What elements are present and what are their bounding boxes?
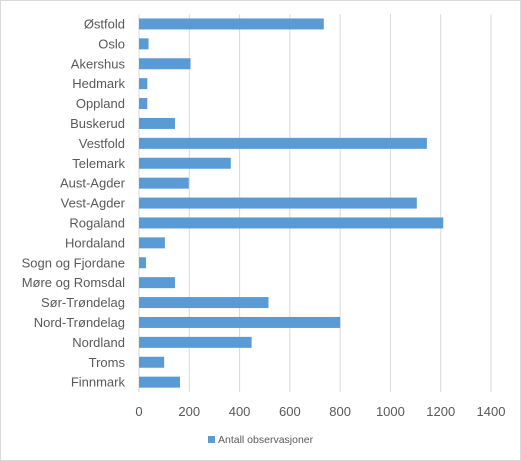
category-label: Nord-Trøndelag bbox=[34, 315, 125, 330]
x-tick-label: 200 bbox=[178, 404, 200, 419]
bar bbox=[139, 98, 148, 110]
bar bbox=[139, 177, 189, 189]
legend-label: Antall observasjoner bbox=[218, 434, 314, 446]
bar bbox=[139, 277, 175, 289]
legend: Antall observasjoner bbox=[208, 434, 314, 446]
category-label: Oslo bbox=[98, 36, 125, 51]
bar bbox=[139, 18, 324, 30]
bar bbox=[139, 237, 165, 249]
category-label: Aust-Agder bbox=[60, 176, 126, 191]
category-label: Finnmark bbox=[71, 375, 126, 390]
bar bbox=[139, 297, 269, 309]
category-label: Sogn og Fjordane bbox=[22, 255, 125, 270]
x-tick-labels: 0 200 400 600 800 1000 1200 1400 bbox=[135, 404, 505, 419]
bars bbox=[139, 18, 444, 388]
category-label: Østfold bbox=[84, 16, 125, 31]
x-tick-label: 1200 bbox=[426, 404, 455, 419]
category-label: Vestfold bbox=[79, 136, 125, 151]
category-label: Oppland bbox=[76, 96, 125, 111]
category-label: Rogaland bbox=[69, 215, 125, 230]
bar bbox=[139, 336, 252, 348]
category-label: Sør-Trøndelag bbox=[41, 295, 125, 310]
x-tick-label: 0 bbox=[135, 404, 142, 419]
category-label: Buskerud bbox=[70, 116, 125, 131]
bar bbox=[139, 38, 149, 50]
x-tick-label: 800 bbox=[329, 404, 351, 419]
category-label: Hedmark bbox=[72, 76, 125, 91]
category-labels: Østfold Oslo Akershus Hedmark Oppland Buskeru… bbox=[22, 16, 126, 389]
category-label: Troms bbox=[89, 355, 126, 370]
bar bbox=[139, 117, 175, 129]
bar bbox=[139, 58, 191, 70]
bar bbox=[139, 78, 148, 90]
bar bbox=[139, 257, 147, 269]
category-label: Møre og Romsdal bbox=[22, 275, 125, 290]
category-label: Akershus bbox=[71, 56, 126, 71]
category-label: Nordland bbox=[72, 335, 125, 350]
x-tick-label: 400 bbox=[229, 404, 251, 419]
x-tick-label: 600 bbox=[279, 404, 301, 419]
category-label: Vest-Agder bbox=[61, 196, 126, 211]
bar bbox=[139, 197, 417, 209]
bar bbox=[139, 316, 341, 328]
x-tick-label: 1000 bbox=[376, 404, 405, 419]
legend-swatch bbox=[208, 436, 215, 443]
bar bbox=[139, 137, 427, 149]
bar bbox=[139, 157, 231, 169]
bar bbox=[139, 356, 165, 368]
bar bbox=[139, 217, 444, 229]
category-label: Hordaland bbox=[65, 235, 125, 250]
bar bbox=[139, 376, 180, 388]
x-tick-label: 1400 bbox=[477, 404, 506, 419]
category-label: Telemark bbox=[72, 156, 125, 171]
